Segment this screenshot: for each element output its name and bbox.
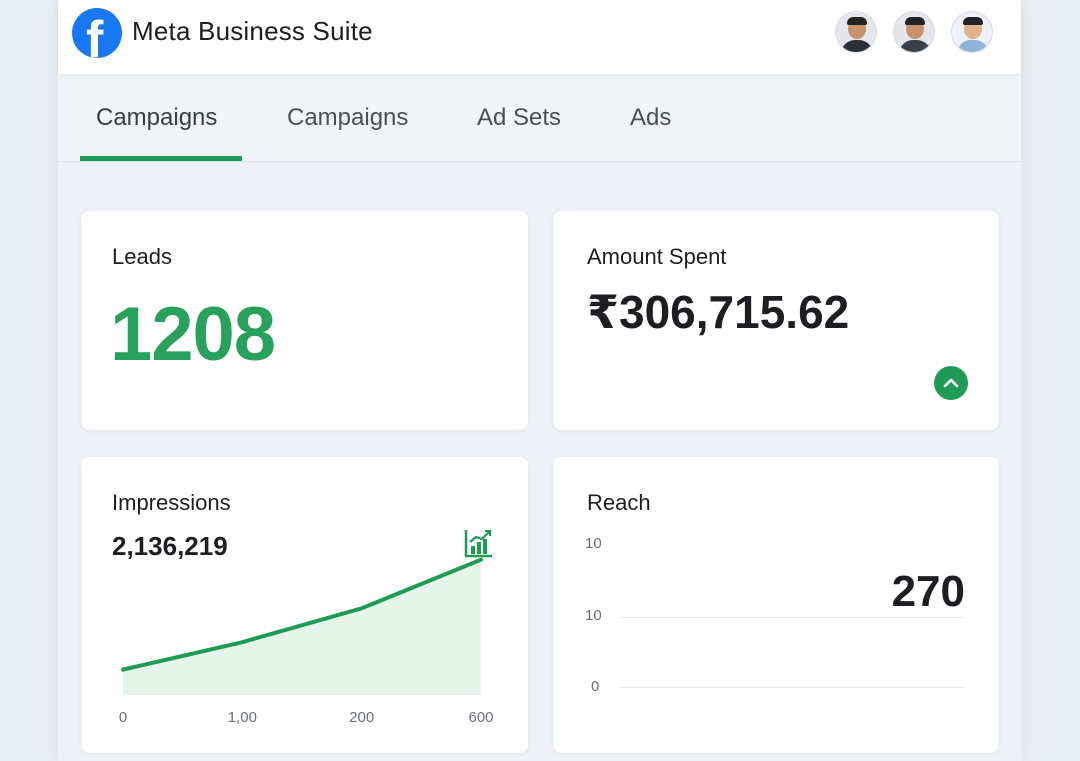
impressions-x-tick: 200 bbox=[349, 709, 374, 726]
avatar[interactable] bbox=[893, 11, 935, 53]
line-chart-icon[interactable] bbox=[463, 527, 495, 559]
impressions-card[interactable]: Impressions 2,136,219 0 1,00 200 600 bbox=[81, 457, 528, 753]
tab-campaigns-2[interactable]: Campaigns bbox=[287, 104, 409, 131]
app-window: f Meta Business Suite Campaigns Campaign… bbox=[58, 0, 1021, 761]
leads-value: 1208 bbox=[110, 292, 276, 377]
amount-spent-label: Amount Spent bbox=[587, 244, 727, 269]
impressions-point bbox=[240, 640, 244, 644]
reach-value: 270 bbox=[891, 567, 965, 616]
avatar[interactable] bbox=[951, 11, 993, 53]
impressions-label: Impressions bbox=[112, 490, 231, 515]
impressions-x-tick: 600 bbox=[468, 709, 493, 726]
amount-spent-value: ₹306,715.62 bbox=[587, 286, 850, 338]
tab-campaigns[interactable]: Campaigns bbox=[96, 104, 218, 131]
facebook-logo-icon[interactable]: f bbox=[72, 8, 122, 58]
reach-grid-line bbox=[619, 687, 965, 688]
impressions-x-tick: 1,00 bbox=[228, 709, 257, 726]
reach-y-tick: 0 bbox=[591, 678, 600, 695]
leads-label: Leads bbox=[112, 244, 172, 269]
leads-card[interactable]: Leads 1208 bbox=[81, 211, 528, 430]
impressions-chart: 0 1,00 200 600 bbox=[119, 557, 494, 726]
impressions-point bbox=[360, 606, 364, 610]
tab-ad-sets[interactable]: Ad Sets bbox=[477, 104, 562, 131]
impressions-value: 2,136,219 bbox=[112, 531, 228, 561]
reach-label: Reach bbox=[587, 490, 651, 515]
reach-y-tick: 10 bbox=[585, 535, 602, 552]
tab-ads[interactable]: Ads bbox=[630, 104, 672, 131]
amount-spent-card[interactable]: Amount Spent ₹306,715.62 bbox=[553, 211, 999, 430]
reach-card[interactable]: Reach 10 270 10 0 bbox=[553, 457, 999, 753]
impressions-x-tick: 0 bbox=[119, 709, 127, 726]
impressions-point bbox=[479, 558, 483, 562]
impressions-point bbox=[121, 668, 125, 672]
chevron-up-icon[interactable] bbox=[934, 366, 968, 400]
active-tab-indicator bbox=[80, 156, 242, 161]
avatar[interactable] bbox=[835, 11, 877, 53]
impressions-line bbox=[121, 557, 483, 672]
tab-bar: Campaigns Campaigns Ad Sets Ads bbox=[58, 74, 1021, 162]
reach-y-tick: 10 bbox=[585, 607, 602, 624]
reach-grid-line bbox=[619, 617, 965, 618]
top-bar: f Meta Business Suite bbox=[58, 0, 1021, 74]
app-title: Meta Business Suite bbox=[132, 16, 373, 46]
impressions-area bbox=[123, 559, 481, 695]
